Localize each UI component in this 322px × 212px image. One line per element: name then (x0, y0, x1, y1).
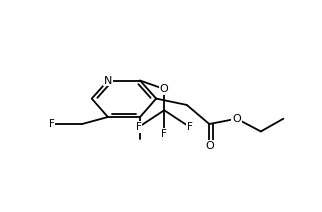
Text: O: O (205, 141, 214, 151)
Text: F: F (161, 128, 167, 139)
Text: F: F (136, 122, 141, 132)
Text: N: N (104, 75, 112, 86)
Text: F: F (187, 122, 193, 132)
Text: F: F (49, 119, 54, 129)
Text: O: O (160, 84, 169, 94)
Text: O: O (232, 114, 241, 124)
